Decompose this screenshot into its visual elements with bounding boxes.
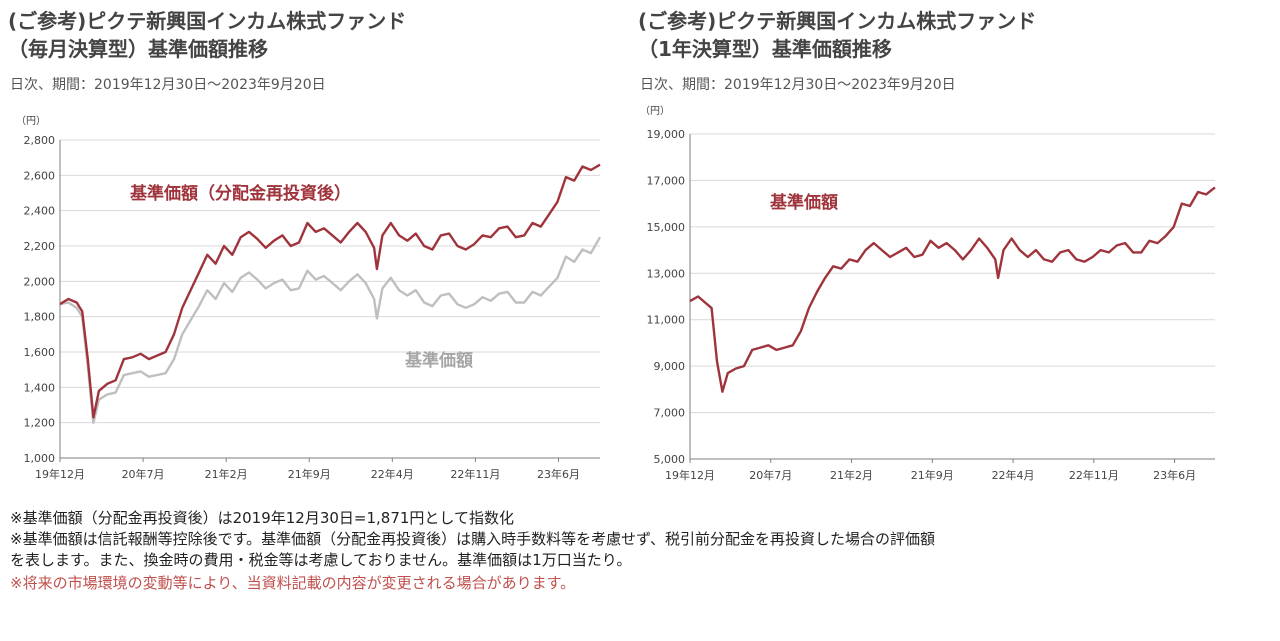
x-tick-label: 23年6月 [1153,468,1196,482]
left-chart-subtitle: 日次、期間：2019年12月30日～2023年9月20日 [10,77,326,93]
x-tick-label: 21年2月 [205,467,248,481]
y-tick-label: 17,000 [647,174,686,187]
y-tick-label: 15,000 [647,221,686,234]
series-line-secondary [59,236,602,424]
x-tick-label: 22年4月 [371,467,414,481]
y-tick-label: 11,000 [647,314,686,327]
y-tick-label: 1,400 [24,381,56,394]
x-tick-label: 19年12月 [35,467,85,481]
chart-panel-right: (ご参考)ピクテ新興国インカム株式ファンド （1年決算型）基準価額推移 日次、期… [630,0,1280,500]
y-tick-label: 2,000 [24,275,56,288]
y-tick-label: 9,000 [654,360,686,373]
right-line-chart: 5,000 7,000 9,000 11,000 13,000 15,000 17,000 1… [640,105,1216,482]
x-tick-label: 20年7月 [749,468,792,482]
footnote-fees: ※基準価額は信託報酬等控除後です。基準価額（分配金再投資後）は購入時手数料等を考… [10,530,936,548]
y-tick-label: 7,000 [654,407,686,420]
y-tick-label: 2,200 [24,240,56,253]
y-tick-label: 1,800 [24,311,56,324]
y-unit-label: （円） [16,115,46,127]
y-unit-label: （円） [640,105,670,117]
series-label-reinvested: 基準価額（分配金再投資後） [129,183,351,204]
x-tick-label: 21年2月 [830,468,873,482]
x-tick-label: 22年11月 [1069,468,1119,482]
series-label-nav: 基準価額 [404,350,473,371]
right-chart-title-line1: (ご参考)ピクテ新興国インカム株式ファンド [638,9,1037,33]
x-tick-label: 23年6月 [537,467,580,481]
series-line-primary [59,163,601,419]
y-tick-label: 19,000 [647,128,686,141]
y-tick-label: 1,000 [24,452,56,465]
x-tick-label: 19年12月 [665,468,715,482]
x-tick-label: 21年9月 [911,468,954,482]
x-tick-label: 20年7月 [122,467,165,481]
right-chart-subtitle: 日次、期間：2019年12月30日～2023年9月20日 [640,77,956,93]
footnote-fees-cont: を表します。また、換金時の費用・税金等は考慮しておりません。基準価額は1万口当た… [10,551,632,569]
footnotes: ※基準価額（分配金再投資後）は2019年12月30日=1,871円として指数化 … [10,508,1260,594]
chart-panel-left: (ご参考)ピクテ新興国インカム株式ファンド （毎月決算型）基準価額推移 日次、期… [0,0,620,500]
y-tick-label: 2,600 [24,169,56,182]
left-line-chart: 1,000 1,200 1,400 1,600 1,800 2,000 2,200 2,400… [16,115,602,481]
footnote-index: ※基準価額（分配金再投資後）は2019年12月30日=1,871円として指数化 [10,509,514,527]
y-tick-label: 1,200 [24,417,56,430]
right-chart-title-line2: （1年決算型）基準価額推移 [638,37,892,61]
left-chart-title-line1: (ご参考)ピクテ新興国インカム株式ファンド [8,9,407,33]
x-tick-label: 22年11月 [450,467,500,481]
y-tick-label: 1,600 [24,346,56,359]
y-tick-label: 5,000 [654,453,686,466]
series-label-nav: 基準価額 [769,192,838,213]
y-tick-label: 2,800 [24,134,56,147]
x-tick-label: 21年9月 [288,467,331,481]
left-chart-title-line2: （毎月決算型）基準価額推移 [8,37,268,61]
series-line-primary [689,186,1216,393]
y-tick-label: 13,000 [647,267,686,280]
footnote-warning: ※将来の市場環境の変動等により、当資料記載の内容が変更される場合があります。 [10,574,576,592]
x-tick-label: 22年4月 [992,468,1035,482]
y-tick-label: 2,400 [24,205,56,218]
